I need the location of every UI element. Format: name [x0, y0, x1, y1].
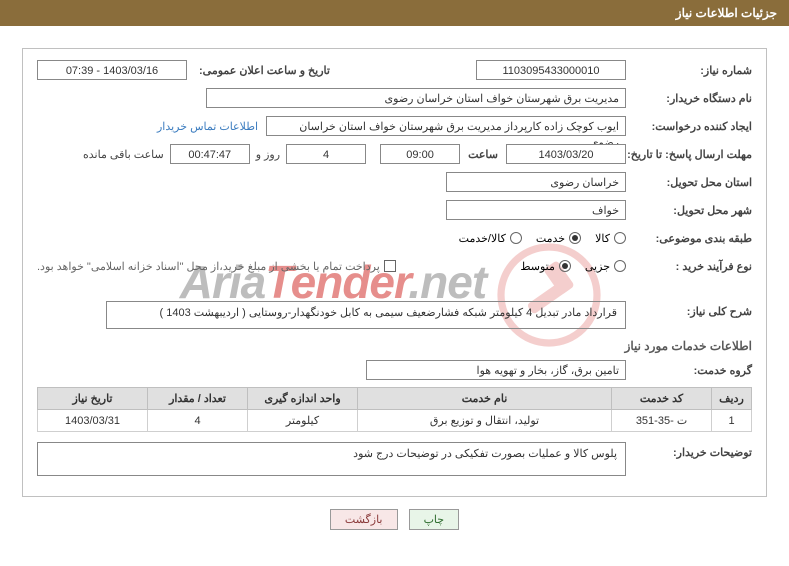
buyer-notes-value: پلوس کالا و عملیات بصورت تفکیکی در توضیح… — [37, 442, 626, 476]
th-name: نام خدمت — [358, 388, 612, 410]
radio-goods-service[interactable]: کالا/خدمت — [459, 232, 522, 245]
buyer-notes-label: توضیحات خریدار: — [632, 446, 752, 459]
print-button[interactable]: چاپ — [409, 509, 460, 530]
cell-code: ت -35-351 — [612, 410, 712, 432]
days-suffix: روز و — [256, 148, 280, 161]
announce-value: 1403/03/16 - 07:39 — [37, 60, 187, 80]
radio-small[interactable]: جزیی — [585, 260, 626, 273]
summary-label: شرح کلی نیاز: — [632, 305, 752, 318]
radio-medium[interactable]: متوسط — [520, 260, 571, 273]
requester-value: ایوب کوچک زاده کارپرداز مدیریت برق شهرست… — [266, 116, 626, 136]
hour-label: ساعت — [468, 148, 498, 161]
province-value: خراسان رضوی — [446, 172, 626, 192]
cell-unit: کیلومتر — [248, 410, 358, 432]
summary-value: قرارداد مادر تبدیل 4 کیلومتر شبکه فشارضع… — [106, 301, 626, 329]
deadline-hour: 09:00 — [380, 144, 460, 164]
buyer-org-value: مدیریت برق شهرستان خواف استان خراسان رضو… — [206, 88, 626, 108]
service-group-label: گروه خدمت: — [632, 364, 752, 377]
city-value: خواف — [446, 200, 626, 220]
need-no-label: شماره نیاز: — [632, 64, 752, 77]
time-remaining: 00:47:47 — [170, 144, 250, 164]
th-row: ردیف — [712, 388, 752, 410]
back-button[interactable]: بازگشت — [330, 509, 398, 530]
table-row: 1ت -35-351تولید، انتقال و توزیع برقکیلوم… — [38, 410, 752, 432]
process-radios: جزیی متوسط — [520, 260, 626, 273]
days-remaining: 4 — [286, 144, 366, 164]
page-header: جزئیات اطلاعات نیاز — [0, 0, 789, 26]
cell-qty: 4 — [148, 410, 248, 432]
footer-buttons: چاپ بازگشت — [0, 509, 789, 530]
services-table: ردیف کد خدمت نام خدمت واحد اندازه گیری ت… — [37, 387, 752, 432]
remaining-suffix: ساعت باقی مانده — [83, 148, 164, 161]
category-label: طبقه بندی موضوعی: — [632, 232, 752, 245]
province-label: استان محل تحویل: — [632, 176, 752, 189]
service-group-value: تامین برق، گاز، بخار و تهویه هوا — [366, 360, 626, 380]
payment-check[interactable]: پرداخت تمام یا بخشی از مبلغ خرید،از محل … — [37, 260, 396, 273]
requester-label: ایجاد کننده درخواست: — [632, 120, 752, 133]
th-code: کد خدمت — [612, 388, 712, 410]
radio-service[interactable]: خدمت — [536, 232, 581, 245]
services-heading: اطلاعات خدمات مورد نیاز — [37, 339, 752, 353]
details-panel: شماره نیاز: 1103095433000010 تاریخ و ساع… — [22, 48, 767, 497]
cell-name: تولید، انتقال و توزیع برق — [358, 410, 612, 432]
process-label: نوع فرآیند خرید : — [632, 260, 752, 273]
category-radios: کالا خدمت کالا/خدمت — [459, 232, 626, 245]
city-label: شهر محل تحویل: — [632, 204, 752, 217]
contact-link[interactable]: اطلاعات تماس خریدار — [157, 120, 258, 133]
radio-goods[interactable]: کالا — [595, 232, 626, 245]
th-date: تاریخ نیاز — [38, 388, 148, 410]
cell-need_date: 1403/03/31 — [38, 410, 148, 432]
th-qty: تعداد / مقدار — [148, 388, 248, 410]
announce-label: تاریخ و ساعت اعلان عمومی: — [199, 64, 330, 77]
deadline-label: مهلت ارسال پاسخ: تا تاریخ: — [632, 148, 752, 161]
page-title: جزئیات اطلاعات نیاز — [676, 6, 777, 20]
th-unit: واحد اندازه گیری — [248, 388, 358, 410]
buyer-org-label: نام دستگاه خریدار: — [632, 92, 752, 105]
need-no-value: 1103095433000010 — [476, 60, 626, 80]
cell-row: 1 — [712, 410, 752, 432]
deadline-date: 1403/03/20 — [506, 144, 626, 164]
